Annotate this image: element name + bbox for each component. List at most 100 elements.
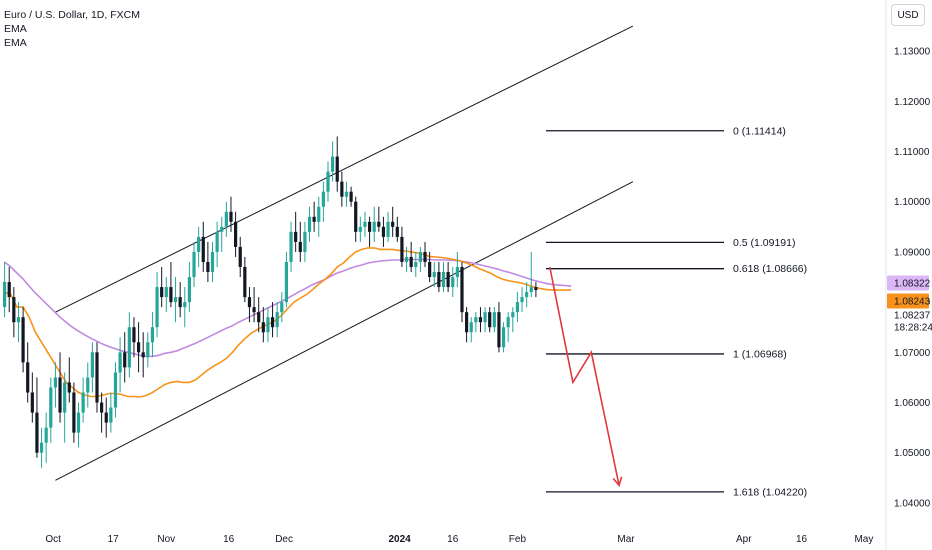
x-tick-label: Nov — [157, 534, 175, 545]
candle — [404, 246, 409, 273]
candle-body — [63, 382, 67, 413]
candle — [418, 246, 422, 273]
candle-body — [414, 261, 418, 267]
candle — [492, 307, 496, 333]
y-tick-label: 1.11000 — [894, 147, 930, 158]
candle — [247, 287, 252, 323]
candle — [372, 206, 376, 242]
candle-body — [270, 317, 275, 328]
candle — [307, 206, 312, 242]
legend-ema-1[interactable]: EMA — [4, 23, 27, 35]
y-tick-label: 1.07000 — [894, 348, 931, 359]
fib-label: 0 (1.11414) — [733, 125, 786, 137]
price-label-ema-slow: 1.08322 — [894, 278, 931, 289]
time-axis[interactable]: Oct 17 Nov 16 Dec 2024 16 Feb Mar Apr 16 May — [45, 534, 873, 545]
candle — [525, 282, 529, 308]
candle — [298, 221, 302, 262]
price-label-bg — [887, 275, 929, 291]
candle-body — [141, 352, 145, 358]
x-tick-label: Dec — [275, 534, 293, 545]
candle-body — [44, 427, 48, 443]
candle — [215, 221, 219, 267]
candle-body — [280, 302, 284, 313]
candle-body — [275, 312, 279, 328]
candle-body — [252, 307, 256, 313]
candle — [39, 427, 44, 468]
candle-body — [381, 226, 386, 237]
candle-body — [58, 377, 62, 413]
candle-body — [261, 322, 265, 333]
candle — [30, 372, 34, 423]
candle — [515, 292, 520, 323]
candle — [234, 211, 238, 257]
candle-body — [289, 231, 293, 262]
candle — [187, 261, 191, 313]
candle — [280, 292, 284, 323]
candle — [100, 392, 104, 433]
candle — [21, 307, 25, 373]
x-tick-label: Oct — [45, 534, 61, 545]
legend-ema-2[interactable]: EMA — [4, 37, 27, 49]
candle-body — [455, 266, 459, 278]
candle-body — [298, 241, 302, 252]
candle — [312, 201, 316, 232]
x-tick-label: May — [854, 534, 873, 545]
candle-body — [123, 352, 127, 368]
candle — [12, 287, 16, 338]
candle — [377, 206, 381, 232]
fib-label: 0.5 (1.09191) — [733, 237, 795, 249]
candle-body — [506, 317, 510, 328]
candle-body — [432, 272, 436, 278]
candle — [289, 221, 293, 273]
candle-body — [26, 362, 30, 393]
candle — [331, 141, 335, 182]
candle-body — [224, 211, 228, 227]
legend-title[interactable]: Euro / U.S. Dollar, 1D, FXCM — [4, 9, 140, 21]
candle — [81, 377, 85, 423]
candle-body — [488, 312, 492, 328]
candle — [386, 211, 390, 242]
candle-body — [150, 327, 155, 343]
channel-lines[interactable] — [55, 25, 634, 481]
candle — [155, 272, 159, 338]
channel-lower[interactable] — [55, 181, 634, 481]
candle-body — [460, 266, 464, 313]
candle — [511, 307, 515, 333]
x-tick-label: Apr — [736, 534, 752, 545]
candle — [35, 377, 39, 458]
candle-body — [109, 407, 113, 423]
candle — [252, 287, 256, 323]
fibonacci-levels[interactable]: 0 (1.11414) 0.5 (1.09191) 0.618 (1.08666) 1… — [546, 125, 807, 498]
candle — [243, 256, 247, 303]
projection-path[interactable] — [549, 266, 623, 487]
candle-body — [178, 297, 182, 308]
candle-body — [326, 171, 330, 192]
candle — [501, 322, 506, 353]
candle — [257, 297, 261, 333]
candle-body — [501, 327, 506, 348]
channel-upper[interactable] — [55, 25, 634, 313]
candle-body — [497, 312, 501, 348]
candle — [95, 342, 99, 413]
candle-body — [12, 297, 16, 323]
candle — [266, 307, 270, 343]
x-tick-label: 17 — [108, 534, 120, 545]
y-tick-label: 1.05000 — [894, 448, 931, 459]
candle — [123, 332, 127, 383]
x-tick-label: 16 — [796, 534, 808, 545]
candle — [400, 226, 404, 267]
candle — [164, 277, 168, 313]
candle — [414, 251, 418, 278]
candle — [3, 261, 7, 318]
candle-body — [95, 352, 99, 403]
candle — [173, 277, 178, 323]
candle — [474, 312, 478, 333]
currency-button[interactable]: USD — [891, 4, 925, 26]
candle-body — [437, 272, 441, 288]
projection-line[interactable] — [549, 266, 620, 486]
x-tick-label: 2024 — [388, 534, 411, 545]
candle-body — [344, 191, 349, 197]
candle-body — [534, 287, 538, 291]
